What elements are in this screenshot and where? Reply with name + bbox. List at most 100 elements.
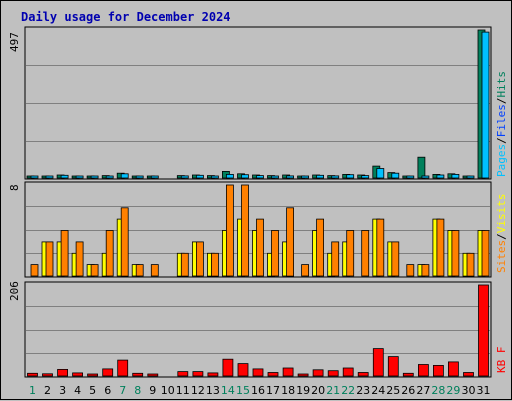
day-label-29: 29 — [446, 384, 460, 397]
bar-kbytes-day-27 — [417, 364, 429, 377]
bar-sites-day-19 — [301, 264, 310, 277]
bar-pages-day-28 — [436, 174, 445, 179]
legend-files: Files — [495, 104, 508, 137]
day-label-16: 16 — [251, 384, 265, 397]
legend-hits: Hits — [495, 71, 508, 98]
bar-pages-day-17 — [271, 175, 279, 179]
bar-kbytes-day-17 — [267, 372, 279, 377]
bar-pages-day-12 — [195, 174, 204, 179]
day-label-18: 18 — [281, 384, 295, 397]
legend-visits-sites: Sites/Visits — [495, 194, 508, 274]
day-label-7: 7 — [119, 384, 126, 397]
bar-kbytes-day-9 — [147, 373, 159, 377]
bar-pages-day-8 — [135, 175, 144, 179]
bar-kbytes-day-22 — [342, 367, 354, 377]
day-label-17: 17 — [266, 384, 280, 397]
day-label-14: 14 — [221, 384, 235, 397]
day-label-15: 15 — [236, 384, 250, 397]
bar-kbytes-day-6 — [102, 368, 114, 377]
bar-kbytes-day-21 — [327, 370, 339, 377]
chart-bars — [26, 29, 490, 377]
legend-f: F — [495, 347, 508, 354]
day-label-6: 6 — [104, 384, 111, 397]
bar-kbytes-day-25 — [387, 356, 399, 377]
bar-kbytes-day-13 — [207, 372, 219, 377]
bar-sites-day-13 — [210, 252, 219, 277]
bar-sites-day-20 — [316, 218, 325, 277]
bar-sites-day-18 — [286, 207, 295, 277]
bar-sites-day-17 — [271, 230, 279, 277]
panel-kbytes — [24, 281, 492, 378]
bar-sites-day-29 — [451, 230, 460, 277]
bar-kbytes-day-16 — [252, 368, 264, 377]
bar-pages-day-13 — [210, 175, 219, 179]
bar-pages-day-24 — [376, 168, 385, 179]
bar-pages-day-2 — [45, 175, 54, 179]
day-label-28: 28 — [431, 384, 445, 397]
bar-pages-day-23 — [361, 175, 370, 179]
bar-pages-day-3 — [60, 174, 69, 179]
day-label-30: 30 — [462, 384, 476, 397]
day-label-8: 8 — [134, 384, 141, 397]
bar-pages-day-21 — [331, 175, 340, 179]
legend-pages: Pages — [495, 144, 508, 177]
bar-kbytes-day-8 — [132, 372, 144, 377]
day-label-13: 13 — [206, 384, 220, 397]
day-label-22: 22 — [341, 384, 355, 397]
chart-title: Daily usage for December 2024 — [21, 10, 231, 24]
legend-space — [495, 353, 508, 360]
bar-kbytes-day-12 — [192, 371, 204, 377]
bar-kbytes-day-11 — [177, 371, 189, 377]
bar-pages-day-20 — [316, 174, 325, 179]
bar-kbytes-day-23 — [357, 372, 369, 377]
day-label-24: 24 — [371, 384, 385, 397]
day-label-1: 1 — [29, 384, 36, 397]
day-label-27: 27 — [416, 384, 430, 397]
bar-hits-day-27 — [417, 156, 426, 179]
day-label-25: 25 — [386, 384, 400, 397]
day-label-5: 5 — [89, 384, 96, 397]
bar-pages-day-5 — [90, 175, 99, 179]
legend-kb: KB — [495, 359, 508, 373]
bar-sites-day-7 — [120, 207, 129, 277]
bar-pages-day-31 — [481, 31, 490, 179]
bar-kbytes-day-4 — [72, 372, 83, 377]
bar-pages-day-19 — [301, 175, 310, 179]
bar-sites-day-12 — [195, 241, 204, 277]
bar-kbytes-day-3 — [57, 368, 68, 377]
bar-sites-day-1 — [30, 264, 39, 277]
bar-kbytes-day-14 — [222, 358, 234, 377]
day-label-21: 21 — [326, 384, 340, 397]
bar-sites-day-27 — [421, 264, 430, 277]
bar-kbytes-day-31 — [478, 284, 489, 377]
bar-pages-day-1 — [30, 175, 39, 179]
bar-pages-day-6 — [105, 175, 114, 179]
bar-sites-day-16 — [256, 218, 264, 277]
bar-sites-day-30 — [466, 252, 475, 277]
day-label-10: 10 — [161, 384, 175, 397]
bar-pages-day-7 — [120, 173, 129, 179]
bar-kbytes-day-2 — [42, 373, 53, 377]
legend-kbytes: KB F — [495, 347, 508, 374]
bar-kbytes-day-5 — [87, 373, 98, 377]
legend-hits-files-pages: Pages/Files/Hits — [495, 71, 508, 177]
bar-pages-day-4 — [75, 175, 84, 179]
bar-kbytes-day-19 — [297, 373, 309, 377]
bar-sites-day-24 — [376, 218, 385, 277]
bar-kbytes-day-18 — [282, 367, 294, 377]
bar-sites-day-9 — [150, 264, 159, 277]
bar-kbytes-day-20 — [312, 369, 324, 377]
bar-pages-day-11 — [180, 175, 189, 179]
ymax-label-hits: 497 — [8, 32, 21, 52]
bar-kbytes-day-29 — [447, 361, 459, 377]
bar-kbytes-day-28 — [432, 364, 444, 377]
day-label-4: 4 — [74, 384, 81, 397]
bar-sites-day-15 — [241, 184, 249, 277]
bar-pages-day-14 — [225, 173, 234, 179]
ymax-label-kbytes: 206 — [8, 281, 21, 301]
bar-pages-day-22 — [346, 174, 355, 179]
bar-sites-day-28 — [436, 218, 445, 277]
bar-pages-day-16 — [256, 175, 264, 179]
bar-pages-day-9 — [150, 175, 159, 179]
